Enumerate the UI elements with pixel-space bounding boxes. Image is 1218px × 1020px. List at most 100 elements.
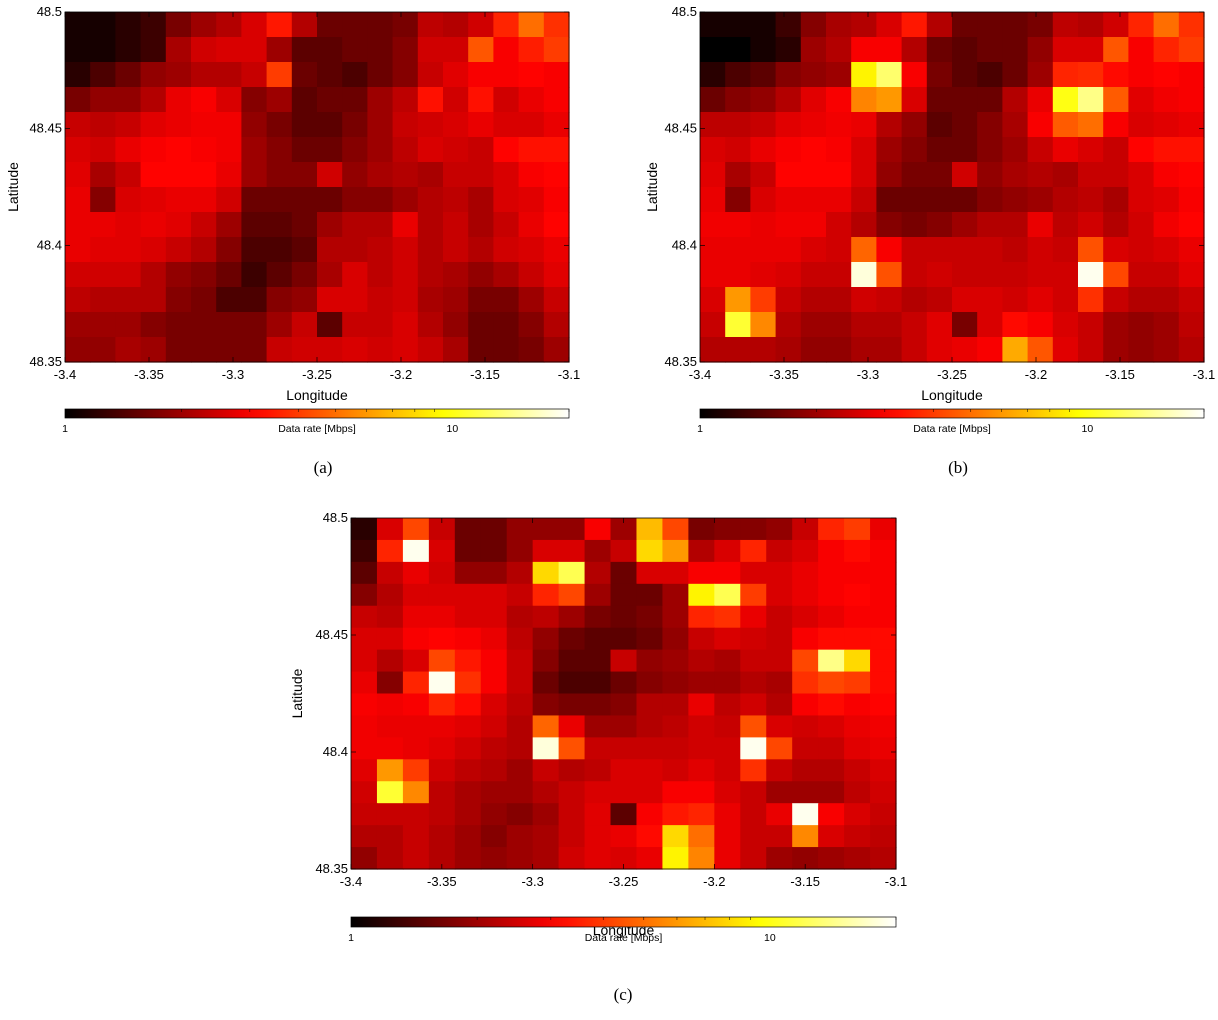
heatmap-cell: [317, 162, 343, 188]
heatmap-cell: [610, 671, 638, 695]
heatmap-cell: [351, 847, 378, 870]
heatmap-cell: [952, 12, 978, 38]
heatmap-cell: [792, 737, 819, 760]
heatmap-cell: [977, 62, 1003, 88]
heatmap-cell: [376, 583, 404, 607]
heatmap-cell: [291, 12, 318, 38]
heatmap-cell: [443, 162, 469, 188]
heatmap-cell: [766, 825, 793, 848]
heatmap-cell: [191, 187, 217, 213]
heatmap-cell: [65, 112, 91, 138]
heatmap-cell: [725, 312, 751, 338]
heatmap-cell: [1128, 312, 1155, 338]
heatmap-cell: [216, 87, 242, 113]
heatmap-cell: [1002, 87, 1029, 113]
heatmap-cell: [818, 561, 845, 585]
heatmap-cell: [65, 87, 91, 113]
heatmap-cell: [241, 187, 268, 213]
heatmap-cell: [532, 539, 560, 563]
heatmap-cell: [65, 37, 91, 63]
heatmap-cell: [266, 187, 293, 213]
heatmap-cell: [216, 262, 242, 288]
heatmap-cell: [376, 825, 404, 848]
heatmap-cell: [65, 162, 91, 188]
heatmap-cell: [428, 671, 456, 695]
heatmap-cell: [518, 337, 545, 363]
heatmap-cell: [584, 803, 612, 826]
heatmap-cell: [750, 237, 777, 263]
heatmap-cell: [844, 518, 871, 541]
heatmap-cell: [610, 561, 638, 585]
heatmap-cell: [428, 781, 456, 804]
heatmap-cell: [480, 737, 508, 760]
heatmap-cell: [532, 803, 560, 826]
heatmap-cell: [952, 287, 978, 313]
heatmap-cell: [376, 605, 404, 629]
heatmap-cell: [351, 539, 378, 563]
heatmap-cell: [115, 112, 142, 138]
heatmap-cell: [392, 187, 419, 213]
heatmap-cell: [367, 137, 394, 163]
heatmap-cell: [241, 62, 268, 88]
heatmap-cell: [851, 162, 877, 188]
heatmap-cell: [725, 137, 751, 163]
heatmap-cell: [714, 803, 741, 826]
heatmap-cell: [766, 605, 793, 629]
heatmap-cell: [417, 212, 444, 238]
heatmap-cell: [266, 112, 293, 138]
heatmap-cell: [480, 561, 508, 585]
heatmap-cell: [493, 312, 520, 338]
heatmap-cell: [468, 62, 494, 88]
heatmap-cell: [750, 312, 777, 338]
heatmap-cell: [700, 12, 726, 38]
heatmap-cell: [543, 262, 570, 288]
heatmap-cell: [818, 847, 845, 870]
heatmap-cell: [216, 112, 242, 138]
heatmap-cell: [584, 671, 612, 695]
heatmap-cell: [543, 137, 570, 163]
heatmap-cell: [926, 137, 953, 163]
heatmap-cell: [1103, 287, 1129, 313]
heatmap-cell: [90, 187, 116, 213]
heatmap-cell: [926, 287, 953, 313]
heatmap-cell: [480, 671, 508, 695]
heatmap-cell: [65, 137, 91, 163]
heatmap-cell: [1078, 187, 1104, 213]
heatmap-cell: [1103, 37, 1129, 63]
heatmap-cell: [493, 162, 520, 188]
heatmap-cell: [775, 262, 802, 288]
heatmap-cell: [443, 312, 469, 338]
heatmap-cell: [1002, 237, 1029, 263]
heatmap-cell: [740, 649, 767, 673]
heatmap-cell: [792, 671, 819, 695]
heatmap-cell: [775, 187, 802, 213]
heatmap-cell: [506, 715, 534, 738]
heatmap-cell: [844, 671, 871, 695]
heatmap-cell: [558, 803, 586, 826]
heatmap-cell: [351, 518, 378, 541]
heatmap-cell: [191, 137, 217, 163]
heatmap-cell: [367, 37, 394, 63]
heatmap-cell: [792, 759, 819, 782]
heatmap-cell: [367, 287, 394, 313]
heatmap-cell: [90, 62, 116, 88]
heatmap-cell: [952, 112, 978, 138]
heatmap-cell: [1052, 137, 1079, 163]
heatmap-cell: [493, 37, 520, 63]
colorbar-tick-label: 10: [1082, 423, 1094, 435]
heatmap-cell: [367, 262, 394, 288]
heatmap-cell: [428, 737, 456, 760]
heatmap-cell: [714, 847, 741, 870]
heatmap-cell: [317, 212, 343, 238]
heatmap-cell: [1002, 12, 1029, 38]
heatmap-cell: [584, 561, 612, 585]
heatmap-cell: [725, 262, 751, 288]
heatmap-cell: [662, 627, 689, 651]
colorbar-tick-label: 10: [764, 932, 776, 944]
heatmap-cell: [610, 715, 638, 738]
heatmap-cell: [351, 561, 378, 585]
heatmap-cell: [926, 162, 953, 188]
heatmap-cell: [636, 715, 664, 738]
heatmap-cell: [342, 112, 368, 138]
heatmap-cell: [662, 693, 689, 717]
